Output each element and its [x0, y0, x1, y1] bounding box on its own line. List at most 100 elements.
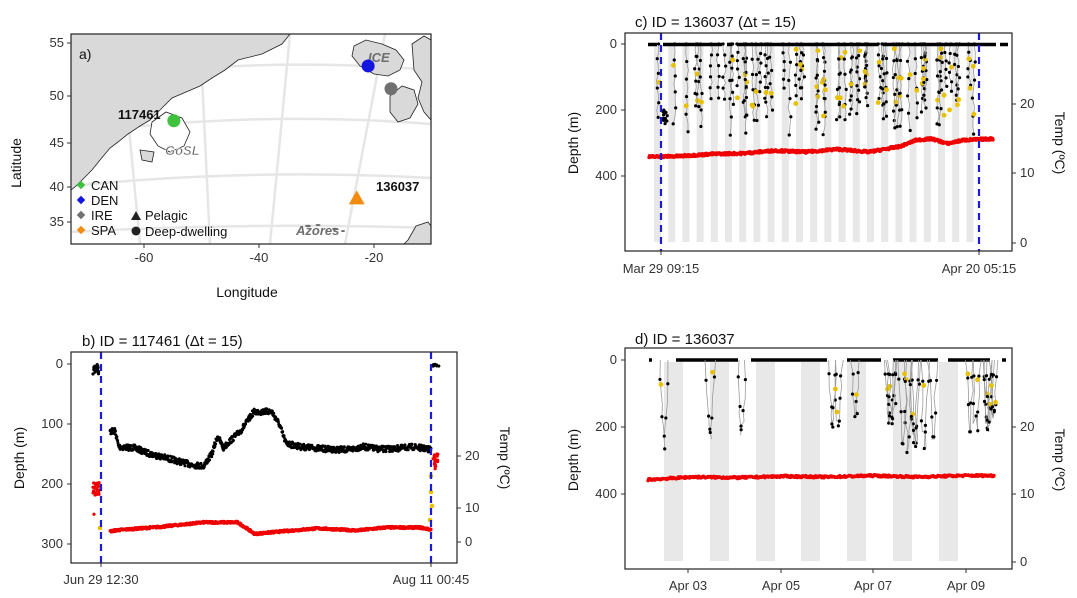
c-night-band: [952, 46, 960, 242]
c-depth-point: [759, 61, 763, 65]
c-depth-point: [763, 53, 767, 57]
panel-b-plot: [91, 352, 441, 563]
d-depth-point: [887, 395, 891, 399]
c-depth-point: [736, 50, 740, 54]
b-depth-point: [389, 445, 393, 449]
panel-c: c) ID = 136037 (Δt = 15) Depth (m) Temp …: [565, 14, 1068, 276]
d-depth-point: [969, 401, 973, 405]
d-yellow-point: [832, 386, 838, 392]
d-depth-point: [738, 404, 742, 409]
d-depth-point: [968, 430, 972, 434]
c-depth-point: [863, 74, 868, 78]
d-depth-point: [739, 424, 743, 428]
d-yellow-point: [658, 382, 664, 387]
c-depth-point: [770, 108, 775, 112]
panel-d-axes: 0 200 400 0 10 20 Apr 03 Apr 05 Apr 07 A…: [595, 352, 1034, 593]
c-dive-line: [699, 43, 703, 127]
c-depth-point: [906, 111, 911, 115]
d-depth-point: [932, 435, 936, 439]
b-depth-point: [211, 449, 215, 453]
legend-triangle-icon: [131, 211, 141, 220]
legend-circle-icon: [131, 226, 141, 236]
d-dive-line: [849, 359, 860, 417]
c-depth-point: [758, 90, 762, 94]
d-dive-line: [659, 359, 669, 449]
c-yellow-point: [967, 85, 973, 91]
c-depth-point: [863, 85, 867, 89]
c-ytick-0: 0: [610, 36, 625, 51]
c-depth-point: [730, 54, 734, 58]
d-depth-point: [994, 375, 999, 379]
panel-a-xlabel: Longitude: [216, 284, 278, 300]
svg-text:Apr 20 05:15: Apr 20 05:15: [942, 261, 1016, 276]
d-dive-line: [885, 359, 896, 425]
d-depth-point: [708, 430, 712, 435]
c-depth-point: [952, 62, 957, 67]
c-depth-point: [954, 93, 958, 97]
d-depth-point: [708, 427, 712, 431]
c-yellow-point: [941, 112, 947, 118]
d-dive-line: [704, 359, 716, 440]
svg-text:Apr 03: Apr 03: [669, 578, 707, 593]
c-depth-point: [782, 86, 786, 90]
d-depth-point: [833, 373, 837, 377]
c-depth-point: [944, 67, 948, 71]
d-depth-point: [985, 427, 990, 432]
b-depth-point: [92, 365, 96, 369]
c-yellow-point: [921, 76, 926, 82]
map-land: [70, 33, 432, 245]
c-depth-point: [940, 60, 944, 65]
d-depth-point: [851, 372, 855, 376]
c-depth-point: [717, 96, 721, 100]
c-depth-point: [728, 97, 732, 101]
c-dive-line: [685, 43, 689, 132]
c-depth-point: [849, 107, 853, 111]
d-dive-line: [828, 359, 837, 428]
panel-d-ylabel: Depth (m): [565, 429, 581, 491]
c-dive-line: [755, 43, 759, 121]
b-depth-point: [208, 458, 212, 462]
c-depth-point: [781, 77, 786, 81]
c-yellow-point: [841, 103, 847, 109]
d-depth-point: [976, 429, 980, 433]
c-dive-line: [816, 43, 820, 123]
c-depth-point: [944, 76, 948, 80]
c-depth-point: [743, 60, 747, 64]
c-ytick-400: 400: [595, 168, 625, 183]
svg-text:-20: -20: [365, 250, 384, 265]
b-depth-point: [251, 414, 255, 418]
c-depth-point: [768, 55, 772, 59]
c-depth-point: [759, 51, 763, 56]
b-depth-point: [115, 435, 119, 439]
c-depth-point: [721, 75, 725, 79]
c-depth-point: [662, 108, 666, 112]
c-depth-point: [970, 96, 975, 100]
c-depth-point: [939, 88, 944, 92]
d-depth-point: [888, 372, 892, 377]
d-depth-point: [903, 379, 907, 383]
c-depth-point: [938, 70, 942, 74]
d-depth-point: [887, 414, 892, 418]
c-depth-point: [881, 87, 885, 91]
c-depth-point: [881, 57, 885, 61]
d-depth-point: [977, 374, 981, 378]
c-depth-point: [855, 98, 860, 102]
c-depth-point: [842, 57, 846, 61]
c-depth-point: [788, 97, 792, 101]
b-yellow-point: [429, 503, 435, 509]
svg-text:Mar 29 09:15: Mar 29 09:15: [623, 261, 700, 276]
c-depth-point: [885, 71, 889, 75]
svg-text:20: 20: [465, 448, 479, 463]
d-depth-point: [739, 428, 743, 432]
b-depth-point: [276, 420, 280, 424]
d-night-band: [939, 362, 958, 561]
c-depth-point: [708, 64, 713, 68]
panel-c-frame: [624, 32, 1013, 252]
b-ytick-0: 0: [56, 356, 71, 371]
c-depth-point: [721, 86, 725, 90]
c-yellow-point: [730, 57, 736, 63]
c-yellow-point: [857, 48, 863, 54]
d-depth-point: [707, 414, 711, 418]
c-depth-point: [782, 60, 786, 64]
c-depth-point: [897, 92, 901, 96]
